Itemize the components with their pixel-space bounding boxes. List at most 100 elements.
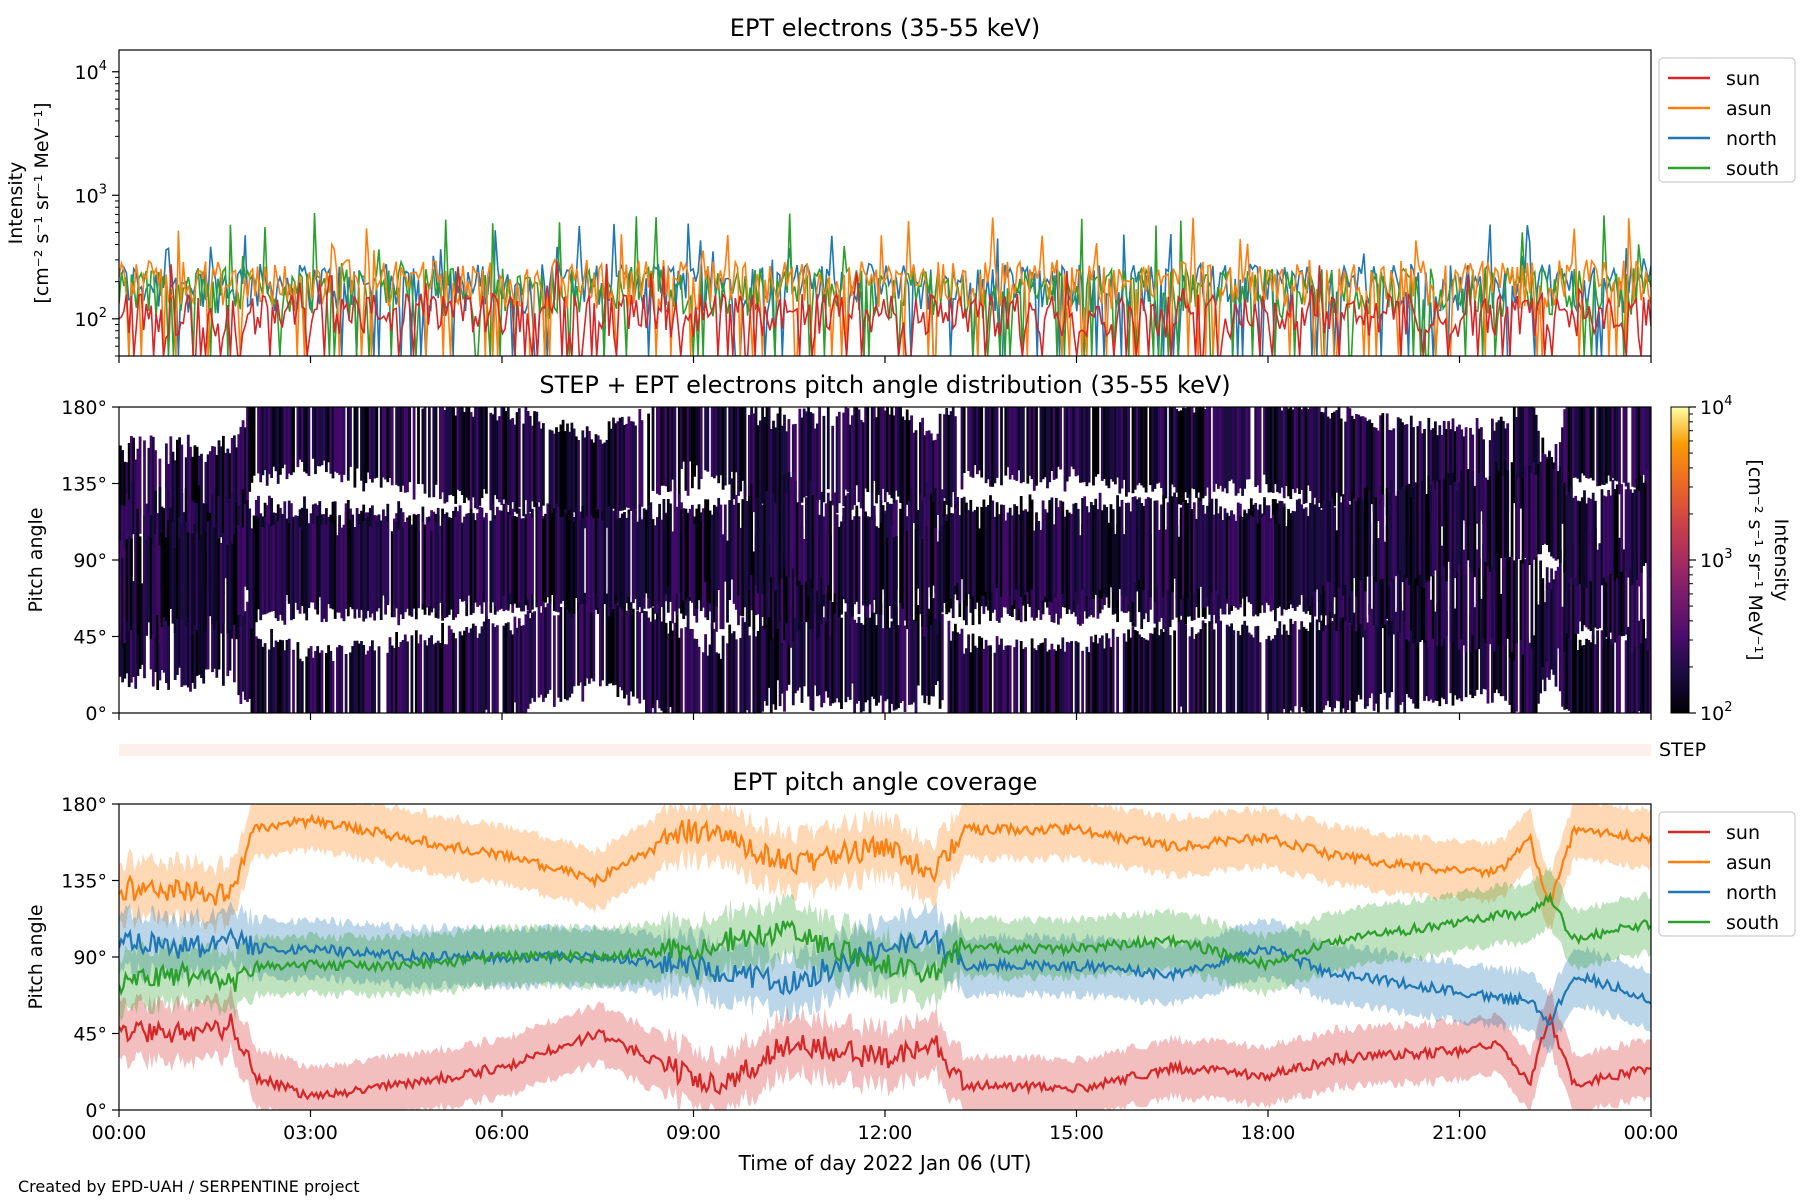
heatmap-cell	[923, 435, 927, 524]
heatmap-cell	[1070, 407, 1073, 467]
heatmap-cell	[1363, 617, 1367, 709]
heatmap-cell	[1635, 556, 1639, 648]
heatmap-cell	[754, 499, 758, 586]
heatmap-cell	[1120, 407, 1124, 489]
heatmap-cell	[1125, 641, 1128, 713]
heatmap-cell	[500, 510, 504, 609]
heatmap-cell	[592, 589, 596, 682]
heatmap-cell	[794, 604, 797, 694]
heatmap-cell	[1629, 556, 1632, 645]
heatmap-cell	[1646, 407, 1650, 484]
heatmap-cell	[912, 432, 916, 524]
heatmap-cell	[1057, 407, 1060, 467]
heatmap-cell	[752, 625, 756, 713]
heatmap-cell	[189, 532, 192, 640]
heatmap-cell	[1523, 407, 1527, 491]
heatmap-cell	[1146, 640, 1150, 713]
heatmap-cell	[270, 628, 273, 713]
heatmap-cell	[588, 431, 591, 530]
heatmap-cell	[934, 439, 938, 533]
heatmap-cell	[386, 407, 390, 483]
heatmap-cell	[524, 614, 528, 713]
heatmap-cell	[813, 603, 817, 686]
heatmap-cell	[336, 647, 339, 713]
series-sun-line	[119, 1012, 1651, 1101]
heatmap-cell	[1543, 454, 1547, 544]
heatmap-cell	[559, 424, 563, 524]
heatmap-cell	[1361, 416, 1365, 512]
heatmap-cell	[761, 504, 764, 594]
heatmap-cell	[1611, 480, 1615, 576]
heatmap-cell	[864, 595, 867, 703]
heatmap-cell	[791, 551, 795, 642]
heatmap-cell	[1534, 632, 1538, 713]
heatmap-cell	[434, 407, 438, 485]
heatmap-cell	[1392, 493, 1396, 580]
heatmap-cell	[417, 643, 420, 713]
heatmap-cell	[986, 505, 990, 600]
heatmap-cell	[1589, 498, 1593, 582]
heatmap-cell	[364, 518, 368, 619]
y-tick-label: 0°	[85, 1100, 107, 1122]
heatmap-cell	[923, 531, 927, 637]
heatmap-cell	[1157, 529, 1161, 622]
heatmap-cell	[1282, 407, 1286, 499]
heatmap-cell	[403, 522, 407, 613]
heatmap-cell	[1254, 626, 1258, 713]
heatmap-cell	[1024, 647, 1027, 713]
heatmap-cell	[546, 503, 550, 598]
heatmap-cell	[561, 516, 565, 601]
heatmap-cell	[176, 580, 179, 675]
heatmap-cell	[432, 644, 436, 713]
heatmap-cell	[136, 448, 140, 541]
heatmap-cell	[702, 508, 705, 608]
heatmap-cell	[636, 521, 639, 611]
heatmap-cell	[349, 652, 352, 713]
heatmap-cell	[1499, 466, 1503, 559]
heatmap-cell	[215, 454, 219, 550]
heatmap-cell	[1431, 543, 1435, 639]
heatmap-cell	[684, 407, 688, 491]
heatmap-cell	[870, 604, 874, 697]
heatmap-cell	[235, 541, 238, 640]
heatmap-cell	[423, 640, 427, 713]
heatmap-cell	[1519, 631, 1523, 713]
heatmap-cell	[1182, 622, 1185, 713]
heatmap-cell	[607, 506, 611, 608]
heatmap-cell	[1414, 610, 1418, 709]
heatmap-cell	[1228, 626, 1231, 713]
heatmap-cell	[1335, 410, 1339, 493]
heatmap-cell	[1105, 407, 1109, 486]
heatmap-cell	[1600, 407, 1604, 485]
heatmap-cell	[526, 504, 530, 600]
heatmap-cell	[829, 609, 832, 706]
heatmap-cell	[1510, 551, 1514, 653]
heatmap-cell	[1188, 494, 1192, 593]
heatmap-cell	[208, 451, 212, 539]
heatmap-cell	[224, 498, 227, 579]
heatmap-cell	[1239, 635, 1242, 713]
heatmap-cell	[395, 407, 398, 485]
heatmap-cell	[1357, 607, 1361, 695]
heatmap-cell	[496, 420, 499, 500]
heatmap-cell	[1399, 602, 1402, 705]
heatmap-cell	[1545, 567, 1549, 661]
heatmap-cell	[719, 407, 723, 476]
heatmap-cell	[257, 407, 260, 474]
heatmap-cell	[1300, 409, 1304, 490]
heatmap-cell	[428, 522, 431, 607]
heatmap-cell	[169, 507, 173, 609]
heatmap-cell	[741, 407, 745, 481]
heatmap-cell	[1008, 407, 1012, 480]
heatmap-cell	[969, 499, 973, 599]
heatmap-cell	[1434, 488, 1437, 571]
heatmap-cell	[1436, 435, 1439, 517]
heatmap-cell	[548, 429, 552, 515]
heatmap-cell	[929, 608, 933, 697]
heatmap-cell	[1184, 408, 1187, 493]
heatmap-cell	[1015, 407, 1019, 481]
heatmap-cell	[837, 411, 841, 504]
heatmap-cell	[765, 491, 769, 584]
heatmap-cell	[1326, 416, 1330, 504]
